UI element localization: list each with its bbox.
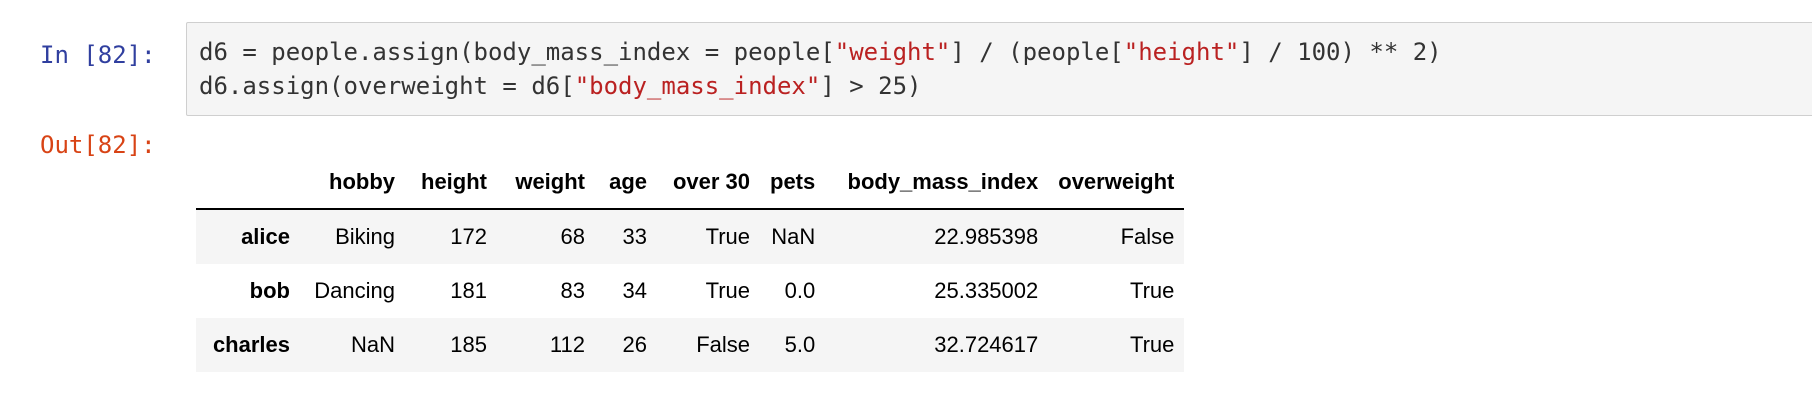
table-cell: 25.335002 (934, 278, 1039, 303)
table-cell: Dancing (314, 278, 395, 303)
input-cell[interactable]: In [82]: d6 = people.assign(body_mass_in… (0, 22, 1812, 118)
code-text[interactable]: d6 = people.assign(body_mass_index = peo… (199, 35, 1442, 103)
column-header-weight: weight (497, 156, 595, 210)
table-cell: True (705, 224, 750, 249)
table-cell: 34 (622, 278, 647, 303)
column-header-age: age (595, 156, 657, 210)
table-cell: NaN (771, 224, 816, 249)
index-header (196, 156, 300, 210)
code-string: "weight" (834, 38, 951, 66)
table-cell: 181 (450, 278, 487, 303)
header-row: hobby height weight age over 30 pets bod… (196, 156, 1185, 210)
table-cell: 32.724617 (934, 332, 1039, 357)
table-cell: Biking (335, 224, 395, 249)
code-token: d6 = people.assign(body_mass_index = peo… (199, 38, 835, 66)
row-index: charles (212, 332, 290, 357)
table-cell: True (1129, 332, 1175, 357)
code-token: ] > 25) (820, 72, 922, 100)
table-cell: 172 (450, 224, 487, 249)
code-token: ] / (people[ (950, 38, 1124, 66)
table-cell: True (705, 278, 750, 303)
table-row: bob Dancing 181 83 34 True 0.0 25.335002… (196, 264, 1185, 318)
code-editor[interactable]: d6 = people.assign(body_mass_index = peo… (186, 22, 1812, 116)
table-cell: True (1129, 278, 1175, 303)
column-header-body-mass-index: body_mass_index (825, 156, 1049, 210)
output-dataframe: hobby height weight age over 30 pets bod… (196, 156, 1185, 372)
table-row: charles NaN 185 112 26 False 5.0 32.7246… (196, 318, 1185, 372)
column-header-over-30: over 30 (657, 156, 760, 210)
table-cell: 26 (622, 332, 647, 357)
code-token: d6.assign(overweight = d6[ (199, 72, 575, 100)
code-string: "height" (1123, 38, 1240, 66)
table-cell: 68 (560, 224, 585, 249)
column-header-hobby: hobby (300, 156, 405, 210)
column-header-pets: pets (760, 156, 826, 210)
code-line-2: d6.assign(overweight = d6["body_mass_ind… (199, 72, 921, 100)
table-cell: False (696, 332, 750, 357)
table-cell: False (1120, 224, 1175, 249)
code-line-1: d6 = people.assign(body_mass_index = peo… (199, 38, 1442, 66)
dataframe-table: hobby height weight age over 30 pets bod… (196, 156, 1185, 372)
table-cell: NaN (350, 332, 395, 357)
table-cell: 33 (622, 224, 647, 249)
output-prompt: Out[82]: (40, 131, 156, 159)
column-header-height: height (405, 156, 497, 210)
row-index: bob (249, 278, 290, 303)
table-cell: 0.0 (784, 278, 816, 303)
table-cell: 185 (450, 332, 487, 357)
table-cell: 22.985398 (934, 224, 1039, 249)
table-cell: 112 (549, 332, 585, 357)
code-token: ] / 100) ** 2) (1239, 38, 1442, 66)
table-cell: 83 (560, 278, 585, 303)
table-row: alice Biking 172 68 33 True NaN 22.98539… (196, 209, 1185, 264)
code-string: "body_mass_index" (574, 72, 821, 100)
table-cell: 5.0 (784, 332, 816, 357)
input-prompt: In [82]: (40, 41, 156, 69)
column-header-overweight: overweight (1048, 156, 1185, 210)
row-index: alice (241, 224, 290, 249)
